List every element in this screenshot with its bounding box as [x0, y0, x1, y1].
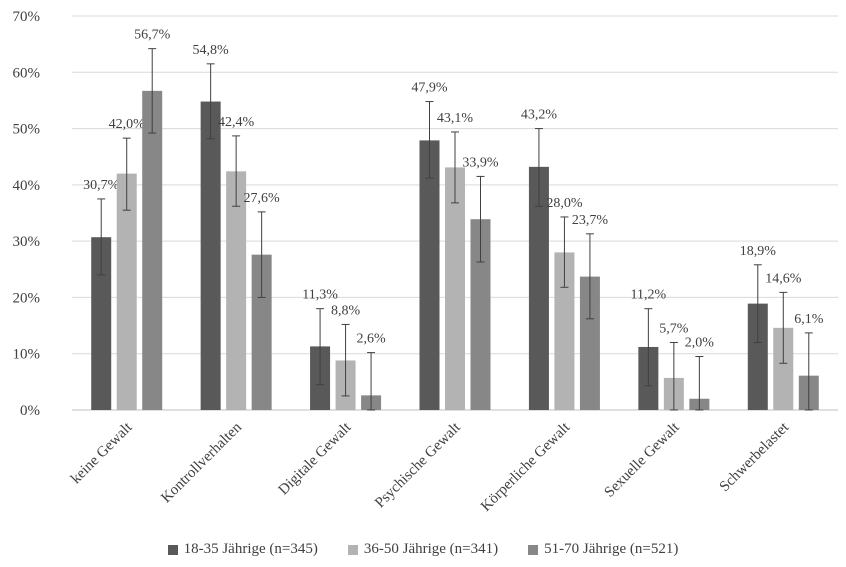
x-tick-label: Körperliche Gewalt	[478, 419, 574, 515]
y-tick-label: 30%	[13, 234, 41, 250]
bar	[91, 237, 112, 410]
data-label: 8,8%	[331, 303, 361, 318]
y-tick-label: 70%	[13, 9, 41, 25]
x-tick-label: Psychische Gewalt	[372, 419, 464, 511]
data-label: 14,6%	[765, 271, 802, 286]
y-tick-label: 40%	[13, 178, 41, 194]
data-label: 54,8%	[193, 43, 230, 58]
y-tick-label: 20%	[13, 290, 41, 306]
data-label: 18,9%	[740, 244, 777, 259]
x-tick-label: keine Gewalt	[68, 419, 136, 487]
data-label: 42,0%	[109, 117, 146, 132]
legend-item-series-1: 18-35 Jährige (n=345)	[167, 541, 318, 558]
data-label: 42,4%	[218, 115, 255, 130]
y-tick-label: 60%	[13, 65, 41, 81]
legend-item-series-2: 36-50 Jährige (n=341)	[347, 541, 499, 558]
data-label: 27,6%	[244, 191, 281, 206]
bar	[528, 166, 549, 410]
data-label: 47,9%	[411, 81, 448, 96]
legend-swatch-series-3	[528, 544, 539, 555]
bar	[773, 327, 794, 410]
data-label: 11,3%	[302, 288, 338, 303]
x-tick-label: Digitale Gewalt	[276, 419, 355, 498]
legend-swatch-series-1	[167, 544, 178, 555]
legend-swatch-series-2	[347, 544, 358, 555]
data-label: 28,0%	[546, 196, 583, 211]
bar	[445, 167, 465, 410]
data-label: 23,7%	[572, 213, 609, 228]
bar	[579, 276, 600, 410]
data-label: 6,1%	[794, 312, 824, 327]
data-label: 30,7%	[83, 178, 120, 193]
data-label: 43,2%	[521, 108, 558, 123]
data-label: 2,0%	[685, 336, 715, 351]
legend-label-series-2: 36-50 Jährige (n=341)	[363, 541, 499, 557]
data-label: 33,9%	[462, 155, 499, 170]
x-tick-label: Kontrollverhalten	[158, 419, 245, 506]
bar	[226, 171, 247, 410]
legend: 18-35 Jährige (n=345) 36-50 Jährige (n=3…	[0, 541, 846, 558]
data-label: 56,7%	[134, 28, 171, 43]
x-tick-label: Schwerbelastet	[717, 419, 793, 495]
legend-item-series-3: 51-70 Jährige (n=521)	[528, 541, 678, 558]
x-tick-label: Sexuelle Gewalt	[602, 419, 684, 501]
y-tick-label: 0%	[20, 403, 40, 419]
y-tick-label: 10%	[13, 347, 41, 363]
data-label: 43,1%	[437, 111, 474, 126]
bar	[116, 173, 137, 410]
bar	[142, 90, 163, 411]
legend-label-series-1: 18-35 Jährige (n=345)	[183, 541, 318, 557]
bar	[200, 101, 221, 410]
bar	[470, 219, 491, 410]
data-label: 11,2%	[631, 288, 667, 303]
y-tick-label: 50%	[13, 122, 41, 138]
data-label: 2,6%	[356, 332, 386, 347]
bar	[419, 140, 440, 411]
bar-chart: 0% 10% 20% 30% 40% 50% 60% 70% 30,7% 42,0% 56,7% ke…	[13, 9, 838, 515]
bar	[554, 252, 575, 410]
data-label: 5,7%	[659, 321, 689, 336]
bar	[747, 303, 768, 410]
legend-label-series-3: 51-70 Jährige (n=521)	[544, 541, 679, 557]
bar	[251, 254, 272, 410]
